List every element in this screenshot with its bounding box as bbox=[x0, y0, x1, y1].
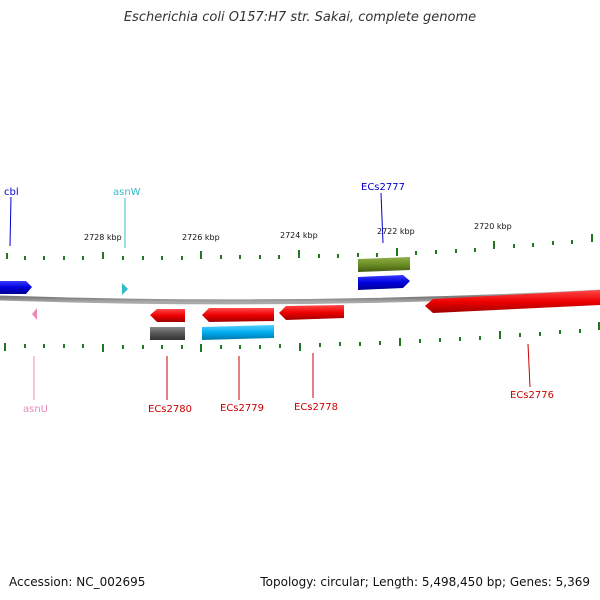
gene-label-asnU[interactable]: asnU bbox=[23, 404, 48, 415]
scale-label-2728: 2728 kbp bbox=[84, 233, 122, 242]
gene-cbl-arrow[interactable] bbox=[0, 281, 32, 294]
map-title: Escherichia coli O157:H7 str. Sakai, com… bbox=[123, 10, 477, 25]
ECs2776-leader-line bbox=[527, 343, 531, 388]
gene-ECs2780-arrow[interactable] bbox=[150, 309, 185, 322]
accession-text: Accession: NC_002695 bbox=[9, 575, 146, 589]
cbl-leader-line bbox=[9, 196, 12, 247]
gene-label-ECs2776[interactable]: ECs2776 bbox=[510, 390, 554, 401]
feature-cyan-block[interactable] bbox=[202, 325, 274, 340]
gene-label-ECs2778[interactable]: ECs2778 bbox=[294, 402, 338, 413]
scale-label-2722: 2722 kbp bbox=[377, 227, 415, 236]
gene-ECs2776-arrow[interactable] bbox=[425, 290, 600, 313]
feature-gray-block[interactable] bbox=[150, 327, 185, 340]
scale-label-2726: 2726 kbp bbox=[182, 233, 220, 242]
ECs2777-leader-line bbox=[380, 192, 384, 244]
gene-ECs2778-arrow[interactable] bbox=[279, 305, 344, 320]
topology-text: Topology: circular; Length: 5,498,450 bp… bbox=[260, 575, 590, 589]
scale-label-2720: 2720 kbp bbox=[474, 222, 512, 231]
scale-label-2724: 2724 kbp bbox=[280, 231, 318, 240]
feature-olive-block[interactable] bbox=[358, 257, 410, 272]
gene-label-cbl[interactable]: cbl bbox=[4, 187, 19, 198]
upper-tick-row bbox=[6, 234, 593, 260]
gene-label-asnW[interactable]: asnW bbox=[113, 187, 141, 198]
gene-asnU-arrow[interactable] bbox=[32, 308, 37, 320]
lower-tick-row bbox=[4, 322, 600, 352]
gene-asnW-arrow[interactable] bbox=[122, 283, 128, 295]
gene-label-ECs2780[interactable]: ECs2780 bbox=[148, 404, 192, 415]
gene-ECs2777-arrow[interactable] bbox=[358, 275, 410, 290]
gene-ECs2779-arrow[interactable] bbox=[202, 308, 274, 322]
gene-label-ECs2779[interactable]: ECs2779 bbox=[220, 403, 264, 414]
gene-label-ECs2777[interactable]: ECs2777 bbox=[361, 182, 405, 193]
